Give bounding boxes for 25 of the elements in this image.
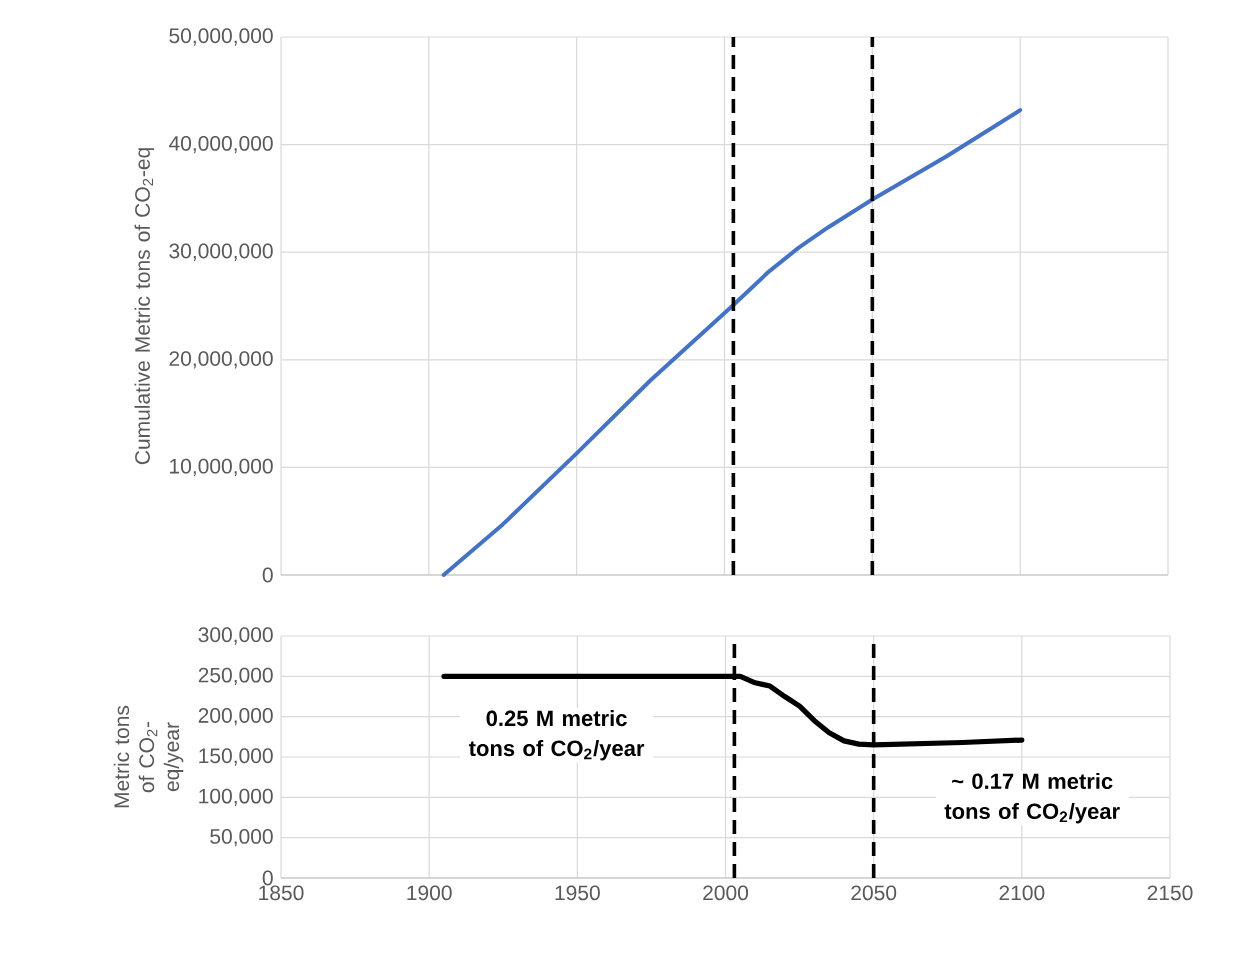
x-tick-label: 1850 xyxy=(259,885,304,901)
x-tick-label: 2000 xyxy=(703,885,749,901)
y-tick-label: 200,000 xyxy=(198,708,273,726)
y-axis-title: Metric tons of CO$_{2}$-eq/year xyxy=(113,705,184,808)
y-tick-label: 50,000 xyxy=(210,829,273,847)
y-tick-label: 0 xyxy=(262,567,273,583)
x-tick-label: 2050 xyxy=(851,885,897,901)
x-tick-label: 2150 xyxy=(1147,885,1193,901)
y-tick-label: 30,000,000 xyxy=(169,243,273,261)
x-tick-label: 1950 xyxy=(555,885,600,901)
annotation: ~ 0.17 M metric tons of CO$_{2}$/year xyxy=(944,772,1120,824)
y-tick-label: 0 xyxy=(262,870,273,886)
y-tick-label: 100,000 xyxy=(199,788,273,807)
y-tick-label: 300,000 xyxy=(198,627,273,645)
y-tick-label: 250,000 xyxy=(198,667,273,686)
y-tick-label: 50,000,000 xyxy=(169,28,273,46)
x-tick-label: 1900 xyxy=(407,885,452,901)
x-tick-label: 2100 xyxy=(999,885,1045,901)
y-axis-title: Cumulative Metric tons of CO$_{2}$-eq xyxy=(134,148,155,465)
y-tick-label: 150,000 xyxy=(199,748,273,766)
y-tick-label: 10,000,000 xyxy=(170,458,273,477)
y-tick-label: 40,000,000 xyxy=(168,135,273,154)
line-series xyxy=(441,108,1023,577)
y-tick-label: 20,000,000 xyxy=(169,351,273,369)
annotation: 0.25 M metric tons of CO$_{2}$/year xyxy=(468,709,645,761)
